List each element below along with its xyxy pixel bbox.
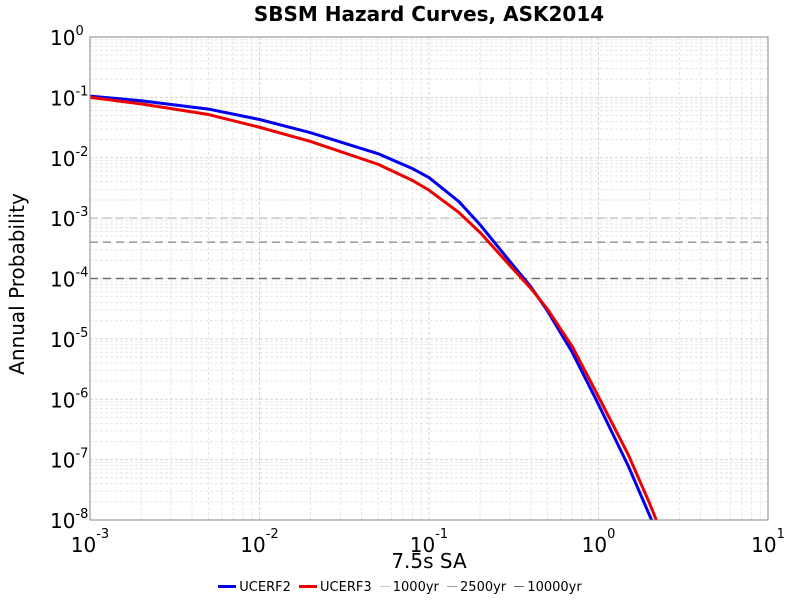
x-tick-label: 10-3 xyxy=(71,527,109,557)
y-tick-label: 10-8 xyxy=(50,507,88,533)
legend-item-ucerf2: UCERF2 xyxy=(218,580,291,595)
y-tick-labels: 100 10-1 10-2 10-3 10-4 10-5 10-6 10-7 10-8 xyxy=(50,24,88,533)
reference-lines xyxy=(90,217,768,280)
x-tick-labels: 10-3 10-2 10-1 100 101 xyxy=(71,527,785,557)
legend-label-1000yr: 1000yr xyxy=(392,580,439,595)
series-lines xyxy=(90,94,658,520)
x-tick-label: 10-2 xyxy=(240,527,278,557)
plot-frame xyxy=(89,36,769,521)
series-line-ucerf2 xyxy=(90,94,654,520)
legend-item-1000yr: 1000yr xyxy=(379,580,439,595)
legend-label-10000yr: 10000yr xyxy=(527,580,582,595)
y-tick-label: 10-7 xyxy=(50,447,88,473)
x-tick-label: 100 xyxy=(582,527,616,557)
y-tick-label: 100 xyxy=(50,24,84,50)
x-axis-label: 7.5s SA xyxy=(391,549,467,573)
legend: UCERF2 UCERF3 1000yr 2500yr 10000yr xyxy=(0,580,800,595)
legend-label-2500yr: 2500yr xyxy=(460,580,507,595)
x-tick-label: 101 xyxy=(751,527,785,557)
x-tick-label: 10-1 xyxy=(410,527,448,557)
legend-swatch-1000yr xyxy=(379,586,390,587)
legend-item-10000yr: 10000yr xyxy=(514,580,582,595)
y-axis-label: Annual Probability xyxy=(5,193,29,375)
y-tick-label: 10-1 xyxy=(50,84,88,110)
chart-title: SBSM Hazard Curves, ASK2014 xyxy=(253,2,605,26)
series-line-ucerf3 xyxy=(90,95,658,520)
y-tick-label: 10-3 xyxy=(50,205,88,231)
legend-label-ucerf3: UCERF3 xyxy=(320,580,372,595)
legend-item-ucerf3: UCERF3 xyxy=(299,580,372,595)
y-tick-label: 10-5 xyxy=(50,326,88,352)
y-tick-label: 10-4 xyxy=(50,266,88,292)
legend-item-2500yr: 2500yr xyxy=(447,580,506,595)
y-tick-label: 10-2 xyxy=(50,145,88,171)
legend-swatch-2500yr xyxy=(447,586,458,587)
legend-label-ucerf2: UCERF2 xyxy=(239,580,291,595)
legend-swatch-ucerf2 xyxy=(218,585,237,588)
y-tick-label: 10-6 xyxy=(50,386,88,412)
legend-swatch-10000yr xyxy=(514,586,525,587)
legend-swatch-ucerf3 xyxy=(299,585,318,588)
